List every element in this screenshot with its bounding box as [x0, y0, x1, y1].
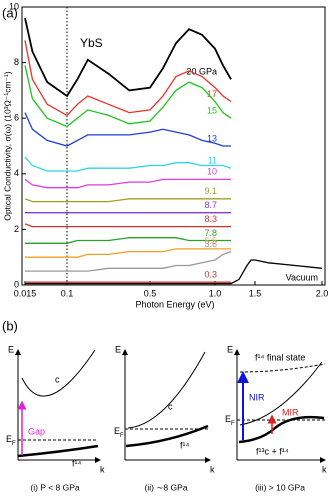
x-tick-label: 1.0: [209, 288, 222, 298]
fermi-label: EF: [6, 434, 16, 446]
band-curve: [127, 351, 206, 429]
band-label: c: [168, 401, 173, 411]
series-line: [24, 223, 231, 228]
series-label: 17: [207, 89, 217, 99]
mixed-label: f¹³c + f¹⁴: [256, 446, 289, 456]
band-curve: [21, 349, 96, 397]
series-line: [24, 178, 231, 189]
axis-label: k: [322, 464, 327, 474]
series-label: 20 GPa: [186, 67, 217, 77]
panel-b: (b) E k c EF f¹⁴ Gap (i) P < 8 GPa E k c…: [2, 318, 327, 492]
axis-label: E: [227, 344, 233, 354]
series-label: Vacuum: [286, 273, 318, 283]
series-label: 13: [207, 133, 217, 143]
band-label: c: [55, 374, 60, 384]
y-tick-label: 10: [9, 1, 19, 11]
x-tick-label: 0.015: [14, 288, 37, 298]
nir-label: NIR: [249, 392, 265, 402]
f-label: f¹⁴: [180, 440, 189, 450]
series-line: [24, 156, 232, 172]
final-state-label: f¹⁴ final state: [255, 352, 305, 362]
panel-label: (a): [2, 5, 18, 20]
caption: (ii) ∼8 GPa: [144, 482, 187, 492]
mixed-band: [238, 415, 325, 444]
annotation: YbS: [80, 36, 103, 50]
series-label: 8.7: [204, 200, 217, 210]
x-tick-label: 2.0: [316, 288, 329, 298]
x-tick-label: 1.5: [249, 288, 262, 298]
series-label: 15: [207, 106, 217, 116]
y-tick-label: 4: [14, 168, 19, 178]
final-state: [239, 363, 326, 373]
axis-label: E: [115, 344, 121, 354]
series-line: [25, 237, 231, 244]
series-label: 3.6: [204, 239, 217, 249]
y-tick-label: 2: [14, 224, 19, 234]
panel-label: (b): [2, 318, 18, 333]
series-line: [24, 65, 232, 128]
mir-label: MIR: [282, 407, 299, 417]
f-level: [17, 444, 99, 458]
series-label: 5.5: [204, 236, 217, 246]
x-tick-label: 0.1: [61, 288, 74, 298]
series-line: [24, 17, 232, 98]
f-level: [125, 424, 209, 448]
caption: (i) P < 8 GPa: [30, 482, 79, 492]
fermi-label: EF: [225, 414, 235, 426]
series-label: 0.3: [204, 270, 217, 280]
f-label: f¹⁴: [72, 458, 81, 468]
series-label: 10: [207, 167, 217, 177]
series-label: 11: [208, 156, 217, 166]
panel-a: (a) YbS Photon Energy (eV) Optical Condu…: [2, 1, 328, 309]
axis-label: k: [100, 464, 105, 474]
x-axis-label: Photon Energy (eV): [135, 299, 214, 309]
y-tick-label: 0: [14, 279, 19, 289]
x-tick-label: 0.5: [144, 288, 157, 298]
series-line: [25, 250, 232, 272]
fermi-label: EF: [114, 426, 124, 438]
series-label: 9.1: [204, 186, 217, 196]
gap-label: Gap: [28, 426, 45, 436]
series-line: [24, 40, 232, 117]
series-line: [24, 198, 231, 203]
caption: (iii) > 10 GPa: [255, 482, 305, 492]
series-line: [25, 248, 231, 258]
y-axis-label: Optical Conductivity, σ(ω) (10³Ω⁻¹cm⁻¹): [2, 71, 12, 221]
plot-frame: [21, 6, 326, 286]
axis-label: E: [8, 344, 14, 354]
y-tick-label: 6: [14, 113, 19, 123]
series-line: [24, 112, 231, 147]
series-label: 7.8: [204, 228, 217, 238]
series-label: 8.3: [204, 214, 217, 224]
y-tick-label: 8: [14, 57, 19, 67]
series-line: [25, 259, 323, 285]
axis-label: k: [210, 464, 215, 474]
band-curve: [239, 361, 323, 426]
